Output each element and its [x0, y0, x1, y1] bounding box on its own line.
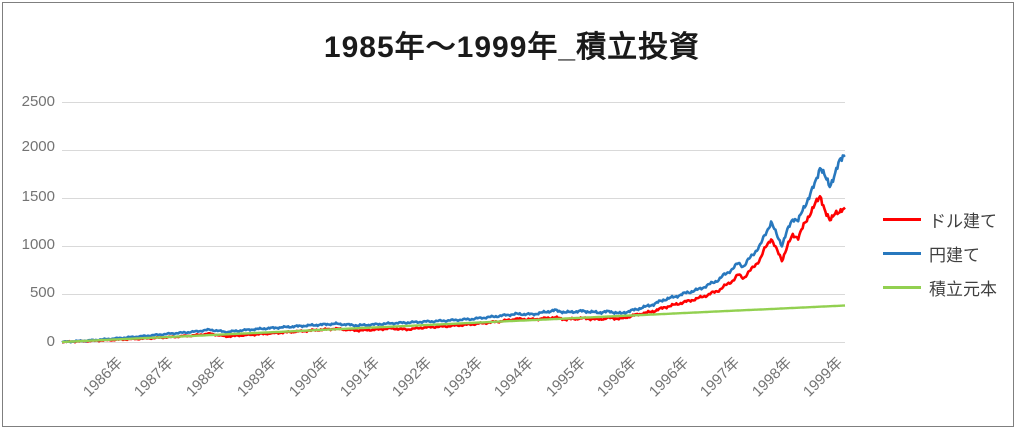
y-axis-tick-label: 2500 — [21, 93, 55, 110]
y-axis-tick-label: 1000 — [21, 236, 55, 253]
legend-item-yen: 円建て — [883, 236, 997, 270]
legend-label: 円建て — [929, 245, 980, 265]
chart-title: 1985年～1999年_積立投資 — [323, 31, 701, 64]
plot-area — [61, 102, 846, 344]
chart-legend: ドル建て 円建て 積立元本 — [883, 202, 997, 304]
y-axis-tick-label: 500 — [29, 284, 55, 301]
y-axis-tick-label: 2000 — [21, 138, 55, 155]
legend-item-principal: 積立元本 — [883, 270, 997, 304]
legend-label: 積立元本 — [929, 279, 997, 299]
legend-item-dollar: ドル建て — [883, 202, 997, 236]
y-axis-tick-label: 0 — [46, 333, 55, 350]
y-axis-tick-label: 1500 — [21, 188, 55, 205]
series-line-2 — [61, 304, 846, 344]
legend-label: ドル建て — [929, 211, 997, 231]
legend-line-swatch-blue — [883, 251, 921, 255]
legend-line-swatch-green — [883, 285, 921, 289]
legend-line-swatch-red — [883, 217, 921, 221]
series-line-1 — [61, 154, 846, 344]
